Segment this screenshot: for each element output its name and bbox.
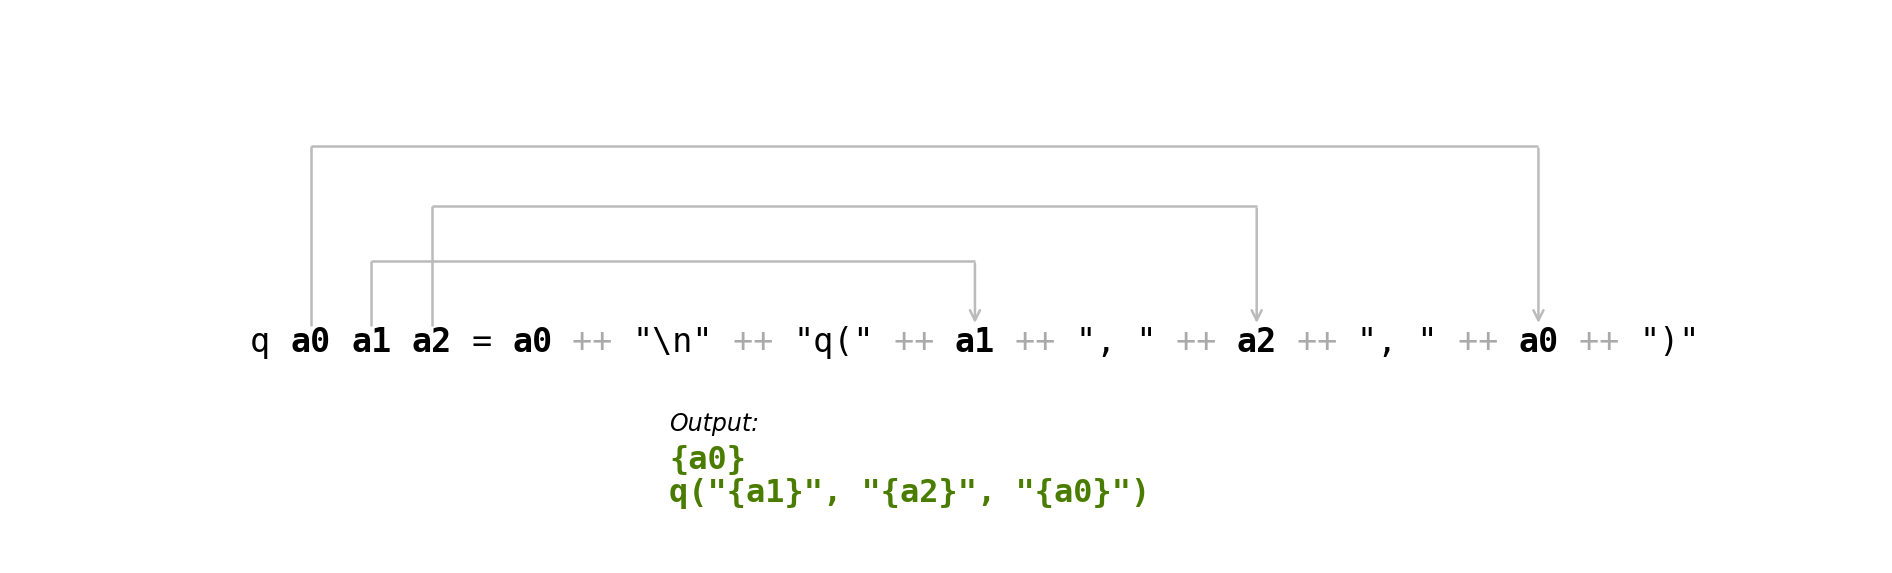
Text: "q(": "q(" bbox=[795, 326, 874, 359]
Text: ++: ++ bbox=[552, 326, 632, 359]
Text: ++: ++ bbox=[713, 326, 795, 359]
Text: ")": ")" bbox=[1638, 326, 1699, 359]
Text: ++: ++ bbox=[1438, 326, 1517, 359]
Text: a1: a1 bbox=[352, 326, 392, 359]
Text: =: = bbox=[452, 326, 513, 359]
Text: ++: ++ bbox=[874, 326, 955, 359]
Text: a2: a2 bbox=[411, 326, 452, 359]
Text: a0: a0 bbox=[291, 326, 331, 359]
Text: q: q bbox=[250, 326, 291, 359]
Text: {a0}: {a0} bbox=[670, 444, 745, 475]
Text: q("{a1}", "{a2}", "{a0}"): q("{a1}", "{a2}", "{a0}") bbox=[670, 478, 1150, 509]
Text: ", ": ", " bbox=[1357, 326, 1438, 359]
Text: ++: ++ bbox=[995, 326, 1075, 359]
Text: Output:: Output: bbox=[670, 412, 759, 436]
Text: a1: a1 bbox=[955, 326, 995, 359]
Text: ++: ++ bbox=[1156, 326, 1237, 359]
Text: a0: a0 bbox=[513, 326, 552, 359]
Text: a2: a2 bbox=[1237, 326, 1277, 359]
Text: a0: a0 bbox=[1517, 326, 1559, 359]
Text: ", ": ", " bbox=[1075, 326, 1156, 359]
Text: ++: ++ bbox=[1277, 326, 1357, 359]
Text: ++: ++ bbox=[1559, 326, 1638, 359]
Text: "\n": "\n" bbox=[632, 326, 713, 359]
